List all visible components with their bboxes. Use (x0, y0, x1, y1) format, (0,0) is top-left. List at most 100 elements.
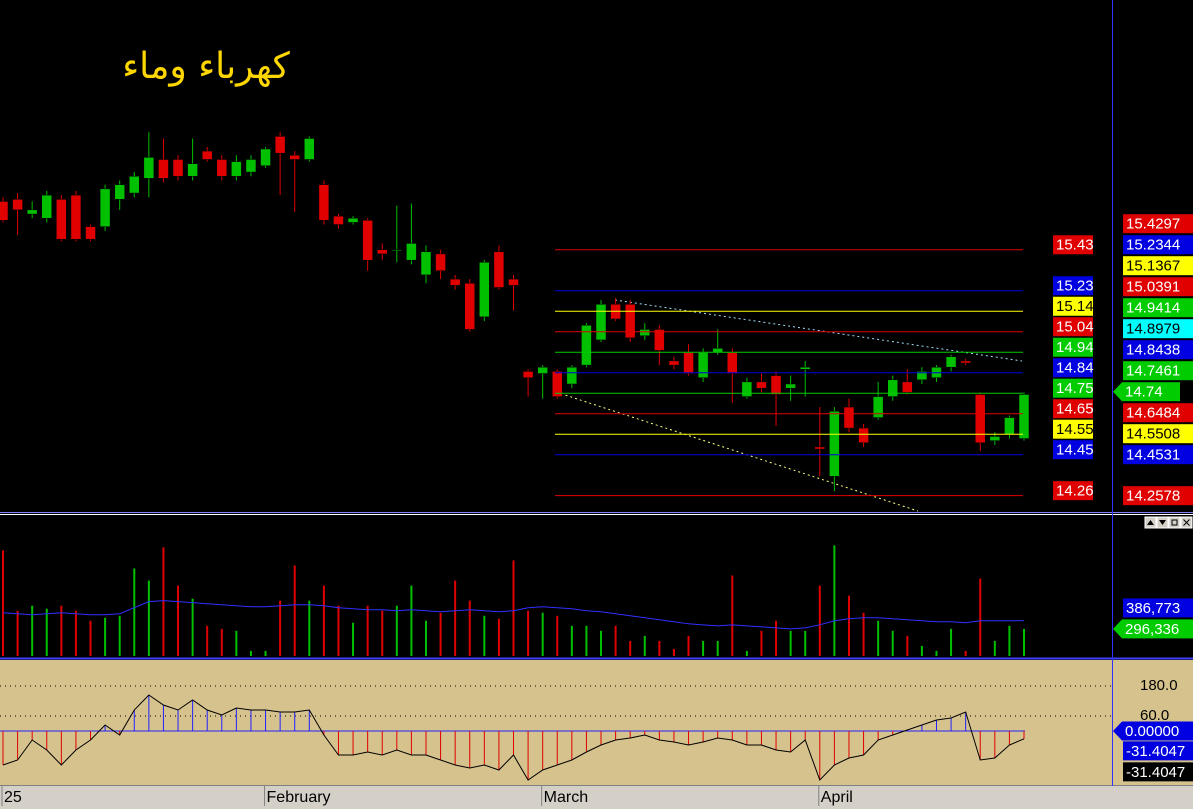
candle-body (581, 324, 592, 366)
chart-title: كهرباء وماء (122, 46, 290, 87)
candle-body (668, 360, 680, 366)
axis-value-box (1123, 277, 1193, 297)
volume-bar (177, 585, 180, 656)
candle-body (449, 278, 461, 286)
volume-bar (395, 605, 398, 656)
candle-body (376, 249, 388, 255)
volume-bar (104, 617, 107, 656)
axis-value-box (1123, 424, 1193, 444)
candle-body (799, 366, 811, 370)
window-buttons (1144, 516, 1193, 529)
candle-body (887, 379, 898, 397)
indicator-line (2, 694, 1025, 781)
level-label (1053, 378, 1093, 398)
volume-bar (439, 612, 442, 656)
volume-bar (293, 565, 296, 656)
volume-bar (570, 625, 573, 656)
candle-body (639, 329, 651, 336)
volume-bar (89, 620, 92, 656)
candle-body (231, 161, 242, 177)
level-label-text: 14.75 (1056, 380, 1094, 397)
candle-body (770, 375, 782, 395)
candle-body (727, 352, 738, 374)
candle-body (785, 383, 796, 389)
candle-body (158, 159, 169, 179)
volume-bar (672, 648, 675, 656)
candle-body (974, 394, 986, 444)
level-label (1053, 399, 1093, 419)
indicator-last-box (1123, 741, 1193, 761)
candle-body (260, 148, 271, 167)
candle-body (902, 381, 913, 393)
volume-bar (702, 640, 705, 656)
x-tick-label: February (267, 789, 331, 806)
volume-bar (133, 568, 136, 656)
volume-bar (31, 605, 34, 656)
axis-value-box-text: 15.0391 (1126, 279, 1180, 296)
candle-body (347, 217, 359, 223)
axis-value-box-text: 14.8979 (1126, 321, 1180, 338)
candle-body (333, 215, 344, 225)
button[interactable] (1168, 516, 1181, 529)
candle-body (624, 304, 636, 339)
candle-body (683, 352, 694, 374)
trend-line (614, 299, 1023, 362)
candle-body (522, 371, 534, 378)
volume-bar (424, 620, 427, 656)
volume-last-box (1122, 619, 1193, 639)
candle-body (537, 366, 548, 374)
volume-bar (206, 625, 209, 656)
candle-body (464, 283, 475, 330)
volume-bar (891, 630, 894, 656)
zero-label-box-text: 0.00000 (1125, 723, 1179, 740)
volume-bar (410, 585, 413, 656)
volume-average-box (1123, 598, 1193, 618)
volume-bar (352, 622, 355, 656)
volume-last-box-text: 296,336 (1125, 621, 1179, 638)
volume-bar (745, 650, 748, 656)
icon (1159, 520, 1166, 525)
volume-bar (847, 595, 850, 656)
candle-body (843, 406, 855, 429)
zero-label-box (1122, 721, 1193, 741)
candle-body (99, 188, 111, 227)
candle-body (872, 396, 884, 418)
volume-average-box-text: 386,773 (1126, 600, 1180, 617)
candle-body (479, 262, 490, 318)
candle-body (829, 411, 840, 477)
volume-bar (775, 620, 778, 656)
axis-value-box-text: 15.4297 (1126, 216, 1180, 233)
volume-bar (600, 630, 603, 656)
volume-bar (235, 630, 238, 656)
volume-last-box-arrow (1113, 619, 1122, 639)
axis-value-box (1123, 214, 1193, 234)
axis-value-box (1123, 361, 1193, 381)
candle-body (916, 371, 928, 381)
volume-bar (337, 605, 340, 656)
volume-bar (541, 612, 544, 656)
axis-value-box-text: 14.4531 (1126, 447, 1180, 464)
volume-bar (527, 610, 530, 656)
level-label-text: 15.23 (1056, 278, 1094, 295)
axis-value-box-text: 14.2578 (1126, 488, 1180, 505)
volume-panel (0, 516, 1193, 658)
axis-value-box (1123, 403, 1193, 423)
level-label-text: 14.45 (1056, 442, 1094, 459)
volume-bar (279, 600, 282, 656)
volume-bar (833, 545, 836, 656)
volume-bar (512, 560, 515, 656)
price-panel (0, 0, 1193, 512)
axis-value-box-text: 14.5508 (1126, 426, 1180, 443)
volume-bar (366, 605, 369, 656)
volume-bar (497, 618, 500, 656)
volume-bar (45, 608, 48, 656)
axis-value-box (1123, 340, 1193, 360)
axis-value-box-text: 14.9414 (1126, 300, 1180, 317)
volume-bar (191, 598, 194, 656)
candle-body (289, 155, 300, 160)
candle-body (552, 371, 563, 397)
axis-value-box (1123, 486, 1193, 506)
volume-bar (964, 650, 967, 656)
